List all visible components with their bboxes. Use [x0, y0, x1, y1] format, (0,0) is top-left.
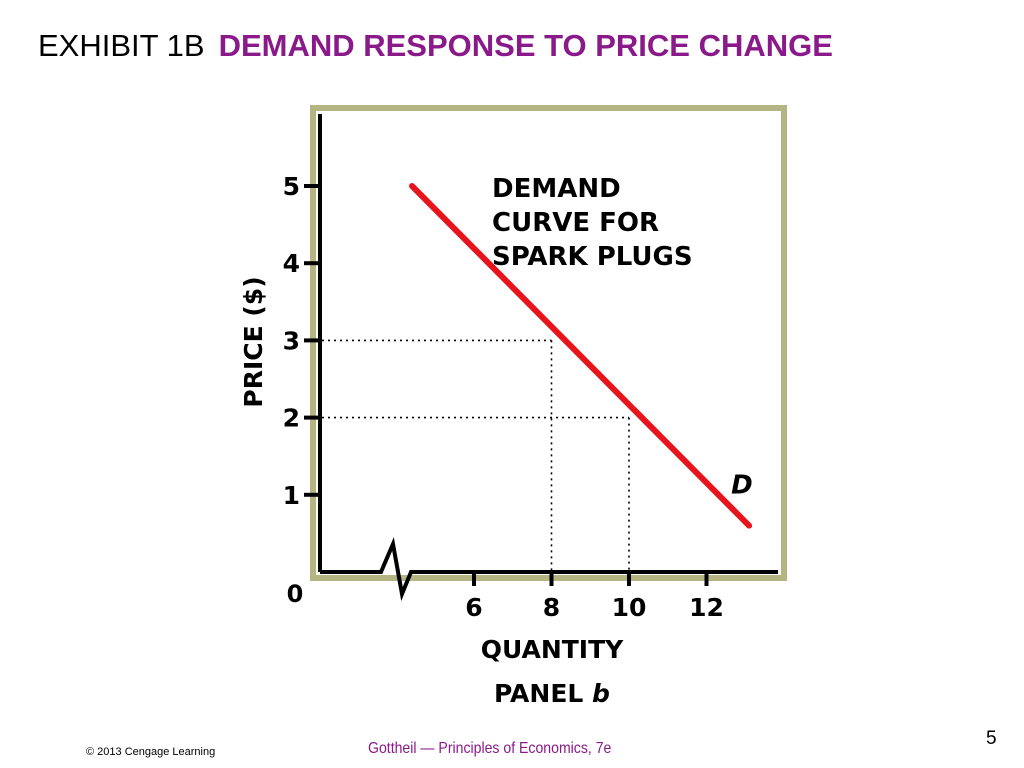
- y-tick-label: 2: [283, 404, 300, 433]
- y-tick-label: 1: [283, 481, 300, 510]
- annotation-line-1: DEMAND: [492, 174, 621, 204]
- y-tick-label: 3: [283, 326, 300, 355]
- y-axis-label: PRICE ($): [239, 276, 268, 407]
- panel-label: PANEL b: [494, 679, 610, 708]
- series-group: D: [409, 183, 753, 529]
- title-prefix: EXHIBIT 1B: [38, 28, 205, 63]
- x-tick-label: 10: [612, 593, 647, 622]
- annotation-line-2: CURVE FOR: [492, 208, 659, 238]
- slide-number: 5: [986, 728, 997, 749]
- slide-title: EXHIBIT 1B DEMAND RESPONSE TO PRICE CHANG…: [38, 28, 833, 64]
- y-tick-label: 5: [283, 172, 300, 201]
- copyright-text: © 2013 Cengage Learning: [86, 746, 216, 758]
- chart-labels: DEMAND CURVE FOR SPARK PLUGS PRICE ($) Q…: [239, 174, 693, 708]
- x-tick-label: 6: [465, 593, 482, 622]
- y-tick-label: 4: [283, 249, 300, 278]
- origin-label: 0: [287, 580, 304, 608]
- title-main: DEMAND RESPONSE TO PRICE CHANGE: [218, 28, 833, 63]
- panel-label-letter: b: [592, 679, 610, 708]
- chart-frame: [310, 105, 787, 581]
- panel-label-prefix: PANEL: [494, 679, 592, 708]
- book-reference: Gottheil — Principles of Economics, 7e: [368, 740, 612, 757]
- annotation-line-3: SPARK PLUGS: [492, 242, 693, 272]
- x-axis-label: QUANTITY: [481, 635, 624, 664]
- demand-curve-line: [409, 183, 753, 529]
- x-tick-label: 8: [543, 593, 560, 622]
- demand-curve-label: D: [731, 471, 753, 501]
- reference-lines: [322, 339, 630, 570]
- x-tick-label: 12: [689, 593, 724, 622]
